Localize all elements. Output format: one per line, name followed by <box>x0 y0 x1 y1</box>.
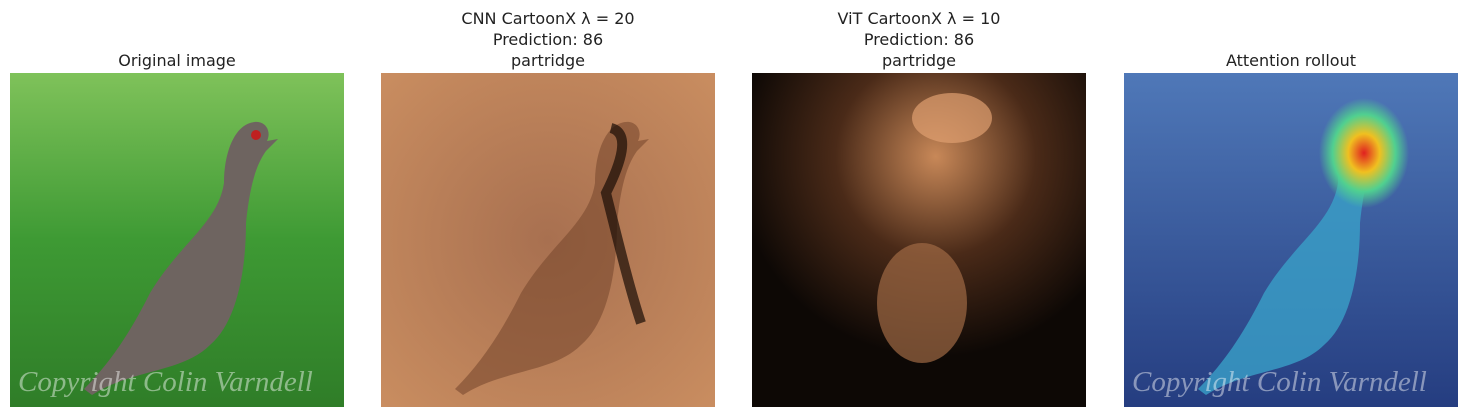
image-vit-cartoonx <box>752 73 1086 407</box>
panel-title: Original image <box>118 51 236 70</box>
image-original: Copyright Colin Varndell <box>10 73 344 407</box>
panel-title: Attention rollout <box>1226 51 1356 70</box>
image-attention-rollout: Copyright Colin Varndell <box>1124 73 1458 407</box>
panel-title: partridge <box>882 51 956 70</box>
panel-title: CNN CartoonX λ = 20 <box>461 9 634 28</box>
panel-title: ViT CartoonX λ = 10 <box>838 9 1001 28</box>
panel-title: Prediction: 86 <box>493 30 603 49</box>
watermark: Copyright Colin Varndell <box>1132 366 1427 398</box>
watermark: Copyright Colin Varndell <box>18 366 313 398</box>
panel-title: Prediction: 86 <box>864 30 974 49</box>
panel-title: partridge <box>511 51 585 70</box>
image-cnn-cartoonx <box>381 73 715 407</box>
